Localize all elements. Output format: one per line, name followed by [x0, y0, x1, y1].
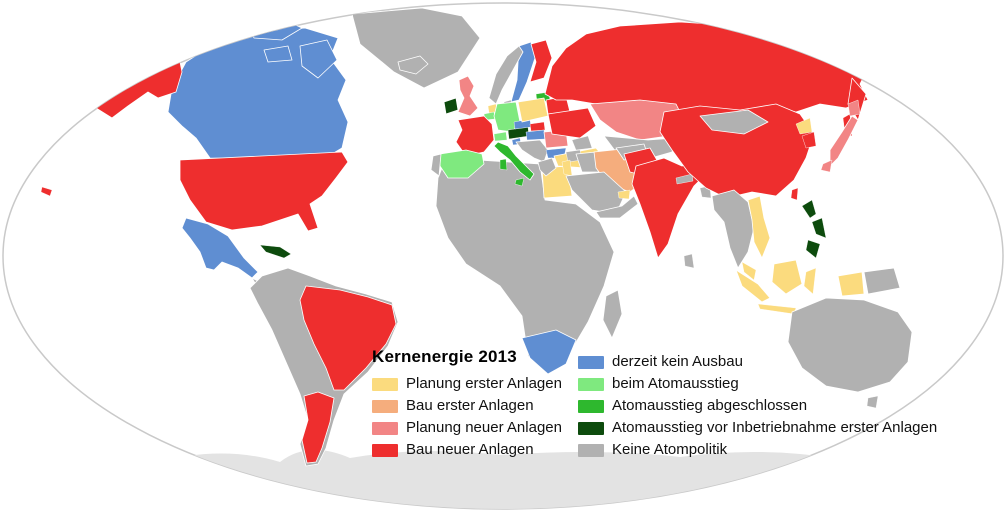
legend-swatch-beim-ausstieg [578, 377, 604, 391]
legend-label: Atomausstieg vor Inbetriebnahme erster A… [612, 419, 938, 436]
legend-left-column: Kernenergie 2013 Planung erster Anlagen B… [372, 346, 562, 461]
legend-label: derzeit kein Ausbau [612, 353, 743, 370]
region-philippines [805, 239, 821, 259]
region-canada-arctic-islands [263, 45, 293, 63]
region-hungary [525, 129, 546, 141]
region-indonesia-sulawesi [803, 267, 817, 295]
legend-item-kein-ausbau: derzeit kein Ausbau [578, 351, 937, 373]
region-japan-kyushu [820, 159, 833, 173]
region-greece [537, 157, 557, 177]
legend-label: Bau erster Anlagen [406, 397, 534, 414]
legend-label: Atomausstieg abgeschlossen [612, 397, 808, 414]
region-ireland [443, 97, 459, 115]
legend-swatch-bau-erster [372, 399, 398, 413]
region-north-korea [795, 117, 813, 135]
region-italy-sardinia [499, 158, 508, 171]
region-indochina [711, 189, 755, 269]
region-slovakia [529, 121, 546, 132]
region-finland [529, 39, 553, 83]
region-switzerland [493, 131, 508, 142]
region-italy [493, 141, 535, 181]
region-uae [617, 189, 631, 200]
region-sri-lanka [683, 253, 695, 269]
legend-swatch-planung-erster [372, 377, 398, 391]
region-usa [179, 151, 349, 232]
legend-label: Keine Atompolitik [612, 441, 728, 458]
region-malaysia [741, 261, 757, 281]
region-portugal [430, 153, 442, 177]
region-hawaii [40, 186, 53, 197]
legend-left-rows: Planung erster Anlagen Bau erster Anlagen… [372, 373, 562, 461]
legend-title: Kernenergie 2013 [372, 347, 517, 366]
legend-item-planung-neuer: Planung neuer Anlagen [372, 417, 562, 439]
region-uk [457, 75, 479, 117]
region-brazil [299, 285, 397, 391]
legend-item-keine-atompolitik: Keine Atompolitik [578, 439, 937, 461]
legend-item-ausstieg-abgeschlossen: Atomausstieg abgeschlossen [578, 395, 937, 417]
region-tasmania [866, 395, 879, 409]
region-norway [488, 45, 524, 105]
legend-label: Planung neuer Anlagen [406, 419, 562, 436]
region-cuba [259, 244, 292, 259]
region-vietnam [747, 195, 771, 259]
legend-right-column: derzeit kein Ausbau beim Atomausstieg Atom… [578, 351, 937, 461]
region-indonesia-borneo [771, 259, 803, 295]
region-greenland [351, 7, 481, 89]
legend-swatch-ausstieg-abgeschlossen [578, 399, 604, 413]
region-yemen-oman [595, 195, 639, 219]
legend-label: beim Atomausstieg [612, 375, 739, 392]
region-australia [787, 297, 913, 393]
region-caucasus [571, 135, 593, 151]
region-indonesia-sumatra [735, 269, 771, 303]
region-south-korea [801, 131, 817, 149]
legend-item-ausstieg-vor-inbetriebnahme: Atomausstieg vor Inbetriebnahme erster A… [578, 417, 937, 439]
region-madagascar [602, 289, 623, 339]
region-canada-arctic-islands [299, 39, 338, 79]
region-mexico [181, 217, 259, 279]
region-italy-sicily [514, 177, 525, 187]
region-japan-hokkaido [847, 99, 861, 117]
legend-item-planung-erster: Planung erster Anlagen [372, 373, 562, 395]
region-argentina [301, 391, 335, 464]
region-taiwan [790, 187, 799, 201]
region-france [455, 115, 495, 157]
legend-swatch-planung-neuer [372, 421, 398, 435]
legend-right-rows: derzeit kein Ausbau beim Atomausstieg Atom… [578, 351, 937, 461]
legend-label: Planung erster Anlagen [406, 375, 562, 392]
region-spain [439, 149, 485, 179]
region-mongolia [699, 109, 769, 135]
region-china [659, 103, 815, 199]
region-philippines [811, 217, 827, 239]
legend-swatch-kein-ausbau [578, 355, 604, 369]
region-indonesia-west-papua [837, 271, 865, 297]
region-papua-new-guinea [863, 267, 901, 295]
region-iceland [397, 55, 429, 75]
region-india [631, 157, 707, 259]
legend-item-beim-ausstieg: beim Atomausstieg [578, 373, 937, 395]
legend-item-bau-erster: Bau erster Anlagen [372, 395, 562, 417]
legend-swatch-ausstieg-vor-inbetriebnahme [578, 421, 604, 435]
region-nepal [675, 173, 694, 185]
legend-label: Bau neuer Anlagen [406, 441, 534, 458]
region-south-africa [521, 329, 577, 375]
legend-swatch-keine-atompolitik [578, 443, 604, 457]
legend-item-bau-neuer: Bau neuer Anlagen [372, 439, 562, 461]
region-philippines [801, 199, 817, 219]
legend-swatch-bau-neuer [372, 443, 398, 457]
region-ukraine [547, 107, 597, 139]
